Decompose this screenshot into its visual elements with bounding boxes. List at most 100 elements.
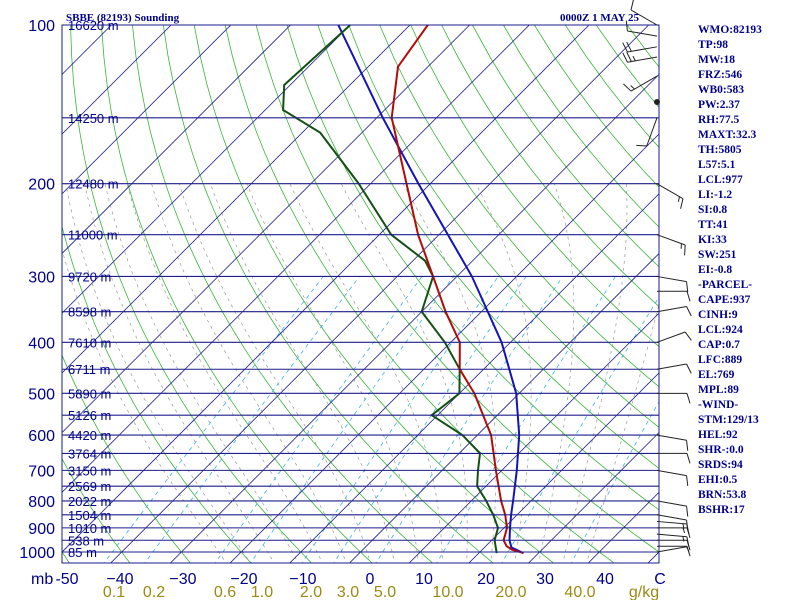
wind-barb-staff <box>627 56 658 63</box>
pressure-tick-label: 100 <box>28 18 55 35</box>
height-label: 9720 m <box>68 269 111 284</box>
temperature-tick-label: C <box>654 571 666 588</box>
wind-barb <box>625 20 658 37</box>
index-item: TH:5805 <box>698 144 742 156</box>
pressure-tick-label: 900 <box>28 521 55 538</box>
isotherm-line <box>62 25 471 434</box>
mixing-ratio-tick-label: 10.0 <box>432 584 463 600</box>
height-label: 4420 m <box>68 428 111 443</box>
wind-barb-flag <box>625 20 628 32</box>
pressure-tick-label: 700 <box>28 463 55 480</box>
index-item: STM:129/13 <box>698 414 759 426</box>
wind-barb-flag <box>686 506 689 517</box>
mixing-ratio-unit-label: g/kg <box>629 584 659 600</box>
temperature-tick-label: 20 <box>477 571 495 588</box>
wind-barb <box>657 392 691 404</box>
wind-barb-staff <box>656 234 686 246</box>
height-label: 11000 m <box>68 228 118 243</box>
wind-barb-flag <box>680 198 684 209</box>
wind-barb <box>656 500 689 517</box>
index-item: CAPE:937 <box>698 294 751 306</box>
index-item: LCL:977 <box>698 174 743 186</box>
mixing-ratio-line <box>436 276 616 563</box>
height-label: 2569 m <box>68 479 111 494</box>
isotherm-line <box>528 432 659 563</box>
wind-barb-half-flag <box>682 523 685 529</box>
mixing-ratio-tick-label: 0.6 <box>214 584 236 600</box>
mixing-ratio-line <box>501 296 659 563</box>
wind-barb-staff <box>656 514 687 521</box>
isotherm-line <box>468 372 659 563</box>
index-item: LFC:889 <box>698 354 743 366</box>
pressure-unit-label: mb <box>31 571 53 588</box>
index-item: L57:5.1 <box>698 159 736 171</box>
dry-adiabat-line <box>62 457 131 563</box>
mixing-ratio-tick-label: 1.0 <box>251 584 273 600</box>
index-item: EL:769 <box>698 369 735 381</box>
wind-barb-flag <box>622 42 628 53</box>
dry-adiabat-line <box>101 25 373 563</box>
wind-barb <box>623 75 658 92</box>
height-label: 2022 m <box>68 494 111 509</box>
wind-barb <box>656 514 689 531</box>
wind-barb <box>622 41 658 53</box>
temperature-tick-label: −30 <box>169 571 196 588</box>
wind-barb-half-flag <box>677 196 681 202</box>
wind-barb-staff <box>656 533 687 538</box>
mixing-ratio-tick-label: 0.2 <box>143 584 165 600</box>
wind-barb-staff <box>630 9 658 26</box>
isotherm-line <box>289 193 659 563</box>
index-item: CINH:9 <box>698 309 738 321</box>
height-label: 8598 m <box>68 305 111 320</box>
isotherm-line <box>62 25 530 493</box>
moist-adiabat-line <box>475 183 532 563</box>
moist-adiabat-line <box>246 183 419 563</box>
plot-frame <box>61 24 660 564</box>
mixing-ratio-line <box>144 276 360 563</box>
wind-barb-flag <box>686 536 690 548</box>
stability-indices-panel: WMO:82193 TP:98 MW:18 FRZ:546 WB0:583 PW:2.37… <box>698 23 762 518</box>
wind-barb <box>656 234 686 256</box>
height-label: 6711 m <box>68 362 110 377</box>
isotherm-line <box>0 1 16 565</box>
mixing-ratio-line <box>570 400 659 563</box>
isotherm-line <box>110 25 650 563</box>
wind-barb-staff <box>656 469 687 477</box>
pressure-tick-label: 500 <box>28 386 55 403</box>
moist-adiabat-line <box>289 183 443 563</box>
index-item: LI:-1.2 <box>698 189 733 201</box>
wind-barb-staff <box>656 546 687 553</box>
mixing-ratio-tick-label: 5.0 <box>374 584 396 600</box>
moist-adiabat-line <box>402 183 497 563</box>
wind-barb <box>656 546 690 553</box>
isotherm-line <box>348 252 659 563</box>
index-item: TT:41 <box>698 219 728 231</box>
index-item: FRZ:546 <box>698 69 743 81</box>
wind-barb <box>657 290 691 302</box>
wind-barb-staff <box>627 30 658 37</box>
index-item: MPL:89 <box>698 384 739 396</box>
moist-adiabat-line <box>340 183 468 563</box>
wind-barb <box>656 533 690 548</box>
wind-barb-flag <box>636 144 647 147</box>
wind-barb-flag <box>686 306 692 317</box>
isobars <box>61 24 660 564</box>
dry-adiabat-line <box>564 25 659 148</box>
pressure-tick-label: 800 <box>28 494 55 511</box>
moist-adiabat-line <box>210 183 395 563</box>
grid-clip-group <box>0 1 659 565</box>
station-title: SBBE (82193) Sounding <box>66 12 180 24</box>
isotherm-line <box>62 25 590 553</box>
wind-barb-flag <box>686 519 689 531</box>
height-label: 85 m <box>68 545 97 560</box>
wind-barb-staff <box>646 117 658 147</box>
dry-adiabat-line <box>410 25 659 348</box>
dry-adiabat-line <box>472 25 659 268</box>
wind-barb <box>654 99 660 106</box>
index-item: -WIND- <box>698 399 739 411</box>
index-item: RH:77.5 <box>698 114 740 126</box>
temperature-tick-label: 10 <box>415 571 433 588</box>
moist-adiabat-line <box>151 183 347 563</box>
mixing-ratio-line <box>301 276 499 563</box>
